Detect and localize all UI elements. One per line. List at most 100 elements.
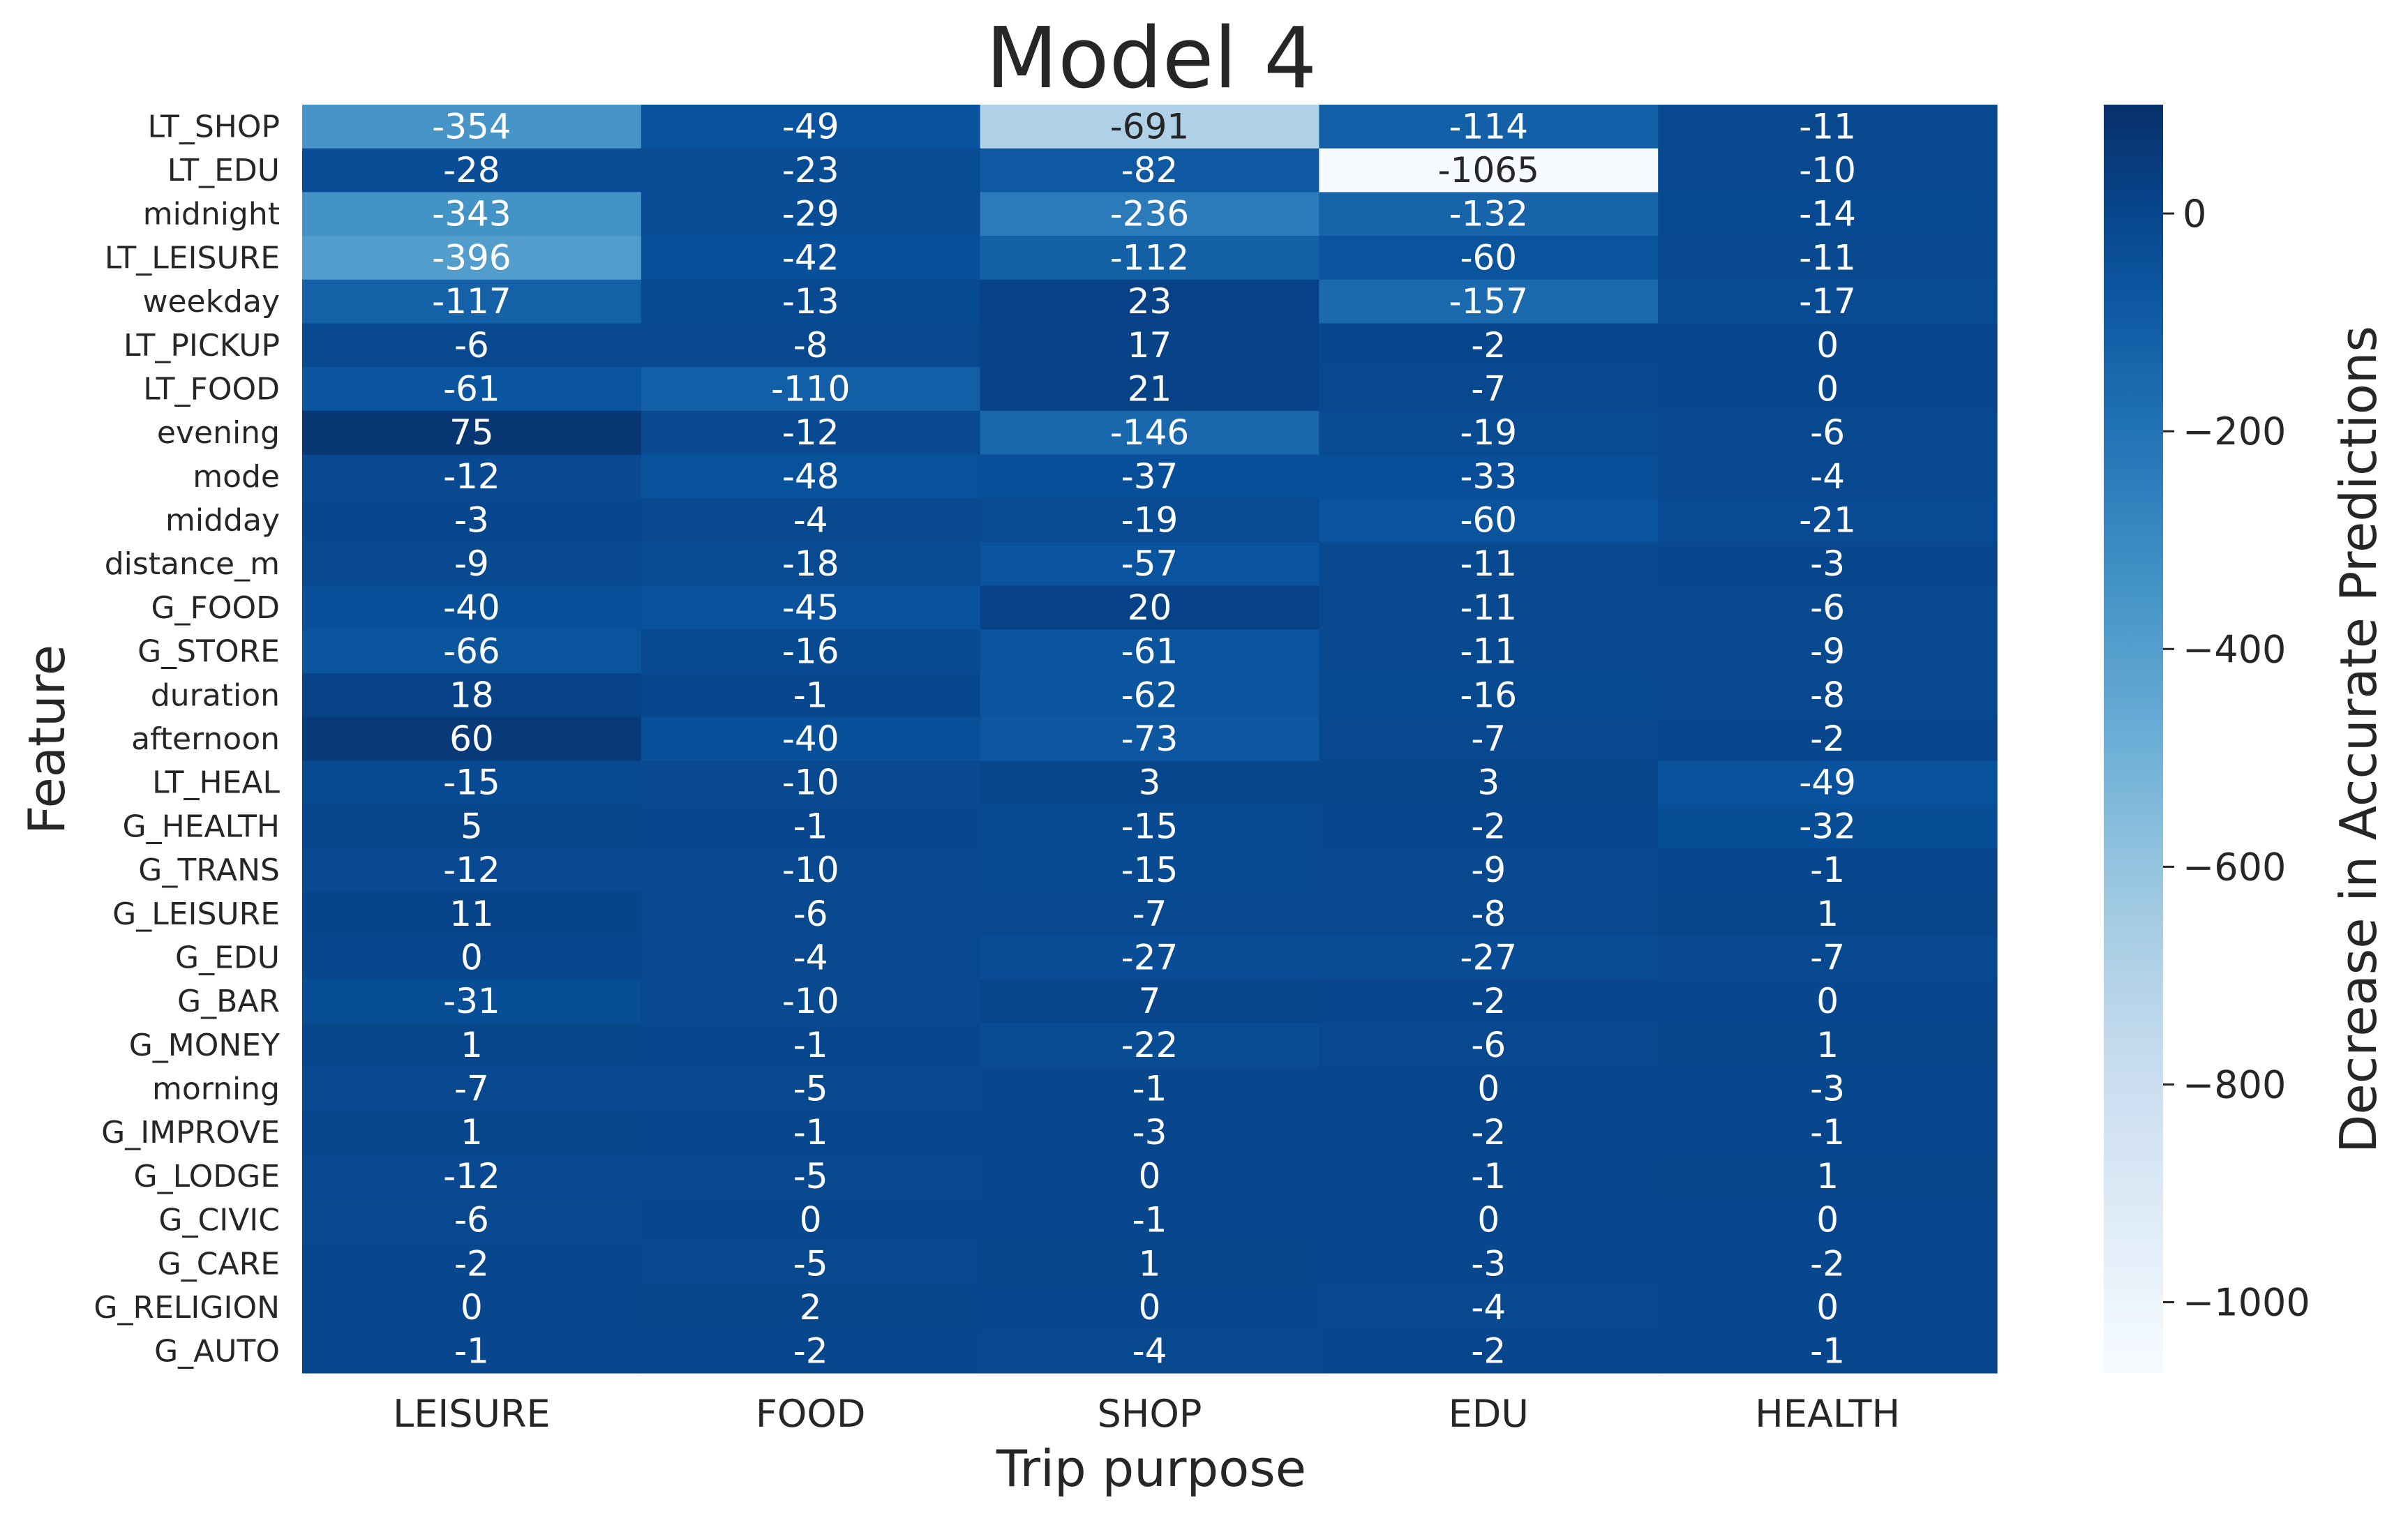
heatmap-cell	[302, 892, 642, 936]
cell-value-label: 3	[1139, 763, 1161, 803]
cell-value-label: -7	[1471, 368, 1506, 409]
heatmap-cell	[641, 936, 981, 980]
heatmap-cell	[980, 804, 1319, 849]
colorbar-tick-label: 0	[2183, 192, 2206, 236]
cell-value-label: -10	[782, 763, 839, 803]
heatmap-cell	[1319, 673, 1659, 718]
heatmap-cell	[1658, 936, 1998, 980]
y-tick-label: LT_EDU	[167, 153, 280, 188]
cell-value-label: -4	[1810, 456, 1845, 497]
heatmap-cell	[980, 1241, 1319, 1286]
cell-value-label: 0	[1816, 1200, 1839, 1240]
heatmap-cell	[1658, 192, 1998, 237]
heatmap-cell	[302, 1154, 642, 1199]
y-tick-label: midnight	[143, 197, 280, 232]
heatmap-cell	[980, 541, 1319, 587]
y-tick-label: midday	[165, 503, 280, 539]
heatmap-cell	[1319, 585, 1659, 630]
cell-value-label: -23	[782, 150, 839, 190]
heatmap-cell	[641, 1329, 981, 1374]
cell-value-label: 0	[1816, 325, 1839, 366]
cell-value-label: -1	[1810, 1331, 1845, 1372]
cell-value-label: -66	[443, 631, 500, 672]
heatmap-cell	[980, 1110, 1319, 1155]
cell-value-label: 1	[1816, 1025, 1839, 1065]
y-tick-label: G_BAR	[177, 984, 280, 1019]
cell-value-label: -7	[1810, 937, 1845, 977]
heatmap-cell	[641, 454, 981, 499]
heatmap-cell	[980, 236, 1319, 280]
cell-value-label: -8	[1471, 894, 1506, 934]
cell-value-label: -117	[432, 281, 511, 322]
cell-value-label: 21	[1128, 368, 1172, 409]
heatmap-cell	[1319, 1285, 1659, 1330]
heatmap-cell	[1658, 1198, 1998, 1243]
heatmap-cell	[302, 848, 642, 893]
heatmap-cell	[302, 1329, 642, 1374]
heatmap-cell	[1658, 1110, 1998, 1155]
heatmap-cell	[1319, 629, 1659, 674]
cell-value-label: -15	[443, 763, 500, 803]
cell-value-label: 20	[1128, 587, 1172, 628]
cell-value-label: 0	[1477, 1069, 1500, 1109]
heatmap-cell	[1658, 716, 1998, 761]
heatmap-cell	[980, 148, 1319, 193]
colorbar-tick-label: −1000	[2183, 1281, 2310, 1325]
heatmap-cell	[641, 1023, 981, 1067]
cell-value-label: -11	[1460, 543, 1517, 584]
cell-value-label: 0	[1816, 981, 1839, 1021]
y-tick-label: G_MONEY	[129, 1028, 280, 1063]
cell-value-label: -31	[443, 981, 500, 1021]
heatmap-cell	[980, 1023, 1319, 1067]
heatmap-cell	[1658, 454, 1998, 499]
y-tick-label: G_RELIGION	[94, 1290, 280, 1326]
heatmap-cell	[641, 367, 981, 412]
heatmap-cell	[980, 1067, 1319, 1111]
cell-value-label: -3	[1471, 1243, 1506, 1284]
cell-value-label: -37	[1121, 456, 1179, 497]
colorbar-tick-label: −400	[2183, 627, 2286, 671]
cell-value-label: -132	[1449, 194, 1528, 234]
x-tick-label: FOOD	[756, 1392, 866, 1436]
cell-value-label: 11	[449, 894, 494, 934]
cell-value-label: -61	[1121, 631, 1179, 672]
cell-value-label: -3	[1810, 1069, 1845, 1109]
cell-value-label: -40	[782, 719, 839, 759]
cell-value-label: -2	[1471, 325, 1506, 366]
heatmap-cell	[641, 498, 981, 543]
cell-value-label: -42	[782, 237, 839, 278]
y-tick-label: distance_m	[105, 546, 280, 582]
y-tick-label: G_STORE	[137, 634, 280, 670]
cell-value-label: -1	[1132, 1200, 1167, 1240]
heatmap-cell	[980, 848, 1319, 893]
cell-value-label: -146	[1110, 412, 1189, 453]
cell-value-label: -7	[1132, 894, 1167, 934]
cell-value-label: -5	[793, 1156, 828, 1196]
heatmap-cell	[1658, 541, 1998, 587]
heatmap-cell	[980, 892, 1319, 936]
cell-value-label: -17	[1799, 281, 1856, 322]
cell-value-label: -1	[793, 1025, 828, 1065]
cell-value-label: -6	[1471, 1025, 1506, 1065]
cell-value-label: -1	[1132, 1069, 1167, 1109]
y-tick-label: duration	[151, 677, 280, 713]
y-tick-label: LT_PICKUP	[124, 328, 280, 363]
cell-value-label: 0	[1816, 368, 1839, 409]
heatmap-cell	[302, 279, 642, 324]
cell-value-label: 1	[1139, 1243, 1161, 1284]
heatmap-cell	[302, 1198, 642, 1243]
cell-value-label: -5	[793, 1243, 828, 1284]
cell-value-label: -48	[782, 456, 839, 497]
cell-value-label: -12	[443, 456, 500, 497]
heatmap-cell	[1658, 498, 1998, 543]
cell-value-label: -2	[1471, 1331, 1506, 1372]
heatmap-cell	[641, 1241, 981, 1286]
colorbar-ticks: 0 −200 −400 −600 −800 −1000	[2163, 192, 2310, 1325]
heatmap-cell	[1319, 1198, 1659, 1243]
heatmap-cell	[1658, 760, 1998, 805]
heatmap-cell	[1319, 367, 1659, 412]
cell-value-label: -60	[1460, 500, 1517, 541]
heatmap-cell	[302, 323, 642, 368]
x-tick-label: HEALTH	[1755, 1392, 1900, 1436]
cell-value-label: -28	[443, 150, 500, 190]
